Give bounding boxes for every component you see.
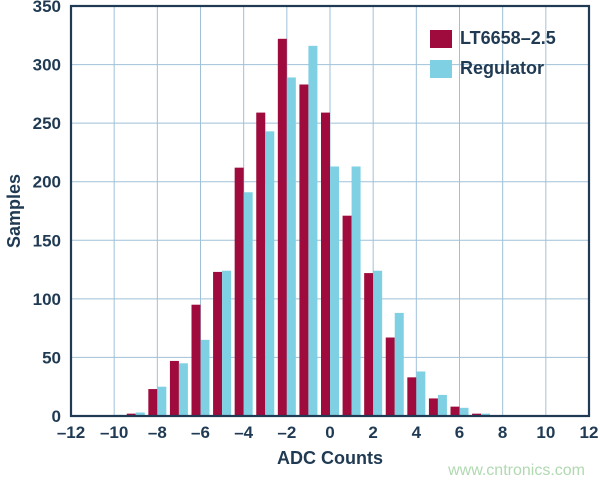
svg-text:50: 50 bbox=[42, 348, 61, 367]
svg-text:Regulator: Regulator bbox=[460, 58, 544, 78]
svg-text:www.cntronics.com: www.cntronics.com bbox=[447, 462, 585, 479]
svg-text:–4: –4 bbox=[234, 423, 253, 442]
svg-text:–10: –10 bbox=[100, 423, 128, 442]
svg-text:12: 12 bbox=[580, 423, 599, 442]
svg-text:6: 6 bbox=[455, 423, 464, 442]
svg-text:350: 350 bbox=[33, 0, 61, 16]
svg-text:4: 4 bbox=[412, 423, 422, 442]
svg-text:10: 10 bbox=[536, 423, 555, 442]
svg-text:150: 150 bbox=[33, 231, 61, 250]
svg-text:Samples: Samples bbox=[4, 174, 24, 248]
svg-text:–8: –8 bbox=[148, 423, 167, 442]
svg-text:200: 200 bbox=[33, 173, 61, 192]
svg-text:ADC Counts: ADC Counts bbox=[277, 448, 383, 468]
svg-text:8: 8 bbox=[498, 423, 507, 442]
svg-text:2: 2 bbox=[368, 423, 377, 442]
svg-text:–12: –12 bbox=[57, 423, 85, 442]
svg-text:100: 100 bbox=[33, 290, 61, 309]
svg-text:0: 0 bbox=[325, 423, 334, 442]
svg-text:250: 250 bbox=[33, 114, 61, 133]
svg-text:300: 300 bbox=[33, 56, 61, 75]
svg-text:LT6658–2.5: LT6658–2.5 bbox=[460, 28, 556, 48]
svg-text:–6: –6 bbox=[191, 423, 210, 442]
svg-text:–2: –2 bbox=[277, 423, 296, 442]
